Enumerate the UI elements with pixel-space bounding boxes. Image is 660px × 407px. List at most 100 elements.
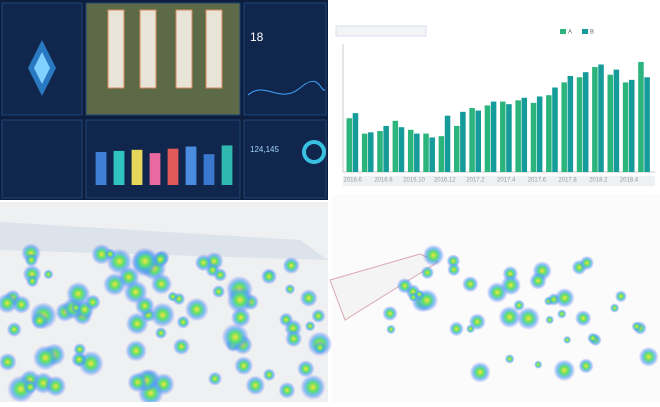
heat-blob xyxy=(396,277,413,294)
x-tick-label: 2016.6 xyxy=(343,178,362,184)
heat-blob xyxy=(447,263,461,277)
bar xyxy=(490,101,497,172)
heat-blob xyxy=(184,297,209,322)
bar xyxy=(346,118,353,172)
heat-blob xyxy=(125,312,149,335)
heat-blob xyxy=(0,352,17,371)
bar xyxy=(628,79,635,172)
count: 124,145 xyxy=(250,145,279,154)
heat-blob xyxy=(245,375,266,396)
heat-blob xyxy=(462,275,479,293)
bar xyxy=(167,148,179,185)
heat-blob xyxy=(70,302,82,314)
bar xyxy=(582,72,589,172)
heat-blob xyxy=(297,360,315,378)
wave xyxy=(247,80,326,96)
toolbar xyxy=(335,25,427,37)
wall xyxy=(0,222,328,260)
bar xyxy=(414,133,420,172)
bar xyxy=(95,152,107,185)
heat-blob xyxy=(534,360,543,369)
bar xyxy=(530,102,537,172)
bar xyxy=(407,129,414,172)
heat-blob xyxy=(284,283,296,295)
heat-blob xyxy=(575,310,592,327)
heat-blob xyxy=(500,274,522,296)
legend-label: A xyxy=(568,30,572,36)
legend-swatch xyxy=(582,29,588,34)
heat-blob xyxy=(579,255,595,271)
heat-blob xyxy=(230,307,251,328)
heat-blob xyxy=(212,285,226,299)
heat-blob xyxy=(285,330,303,348)
x-tick-label: 2016.12 xyxy=(434,178,456,184)
heat-blob xyxy=(125,339,147,362)
heat-blob xyxy=(226,286,254,314)
bar xyxy=(438,136,445,172)
heat-blob xyxy=(587,332,599,344)
x-tick-label: 2016.10 xyxy=(403,178,425,184)
x-tick-label: 2017.4 xyxy=(497,178,516,184)
heat-blob xyxy=(207,371,223,386)
bar xyxy=(567,76,574,172)
donut xyxy=(302,140,326,164)
heat-blob xyxy=(213,268,228,282)
heat-blob xyxy=(386,324,396,335)
bar xyxy=(475,110,482,172)
bar xyxy=(598,64,604,172)
bar xyxy=(368,132,374,172)
heat-blob xyxy=(299,289,318,308)
heat-blob xyxy=(262,368,276,382)
bar xyxy=(203,154,215,185)
bar xyxy=(638,61,644,172)
heat-blob xyxy=(260,268,278,285)
heat-blob xyxy=(150,273,173,295)
heat-blob xyxy=(84,294,101,311)
heat-blob xyxy=(154,326,167,340)
bar xyxy=(607,74,614,172)
heat-blob xyxy=(553,359,576,382)
bar xyxy=(613,69,620,172)
heat-blob xyxy=(172,338,190,356)
x-tick-label: 2017.6 xyxy=(528,178,547,184)
weather-panel xyxy=(243,2,327,116)
bar xyxy=(469,108,475,172)
heat-blob xyxy=(529,272,547,290)
bar xyxy=(398,127,405,172)
heat-blob xyxy=(504,354,515,364)
table-panel xyxy=(1,119,83,199)
rooms xyxy=(107,9,223,89)
bar xyxy=(460,111,466,172)
heat-blob xyxy=(382,305,398,322)
bar xyxy=(392,120,399,172)
heat-blob xyxy=(545,315,555,325)
heat-blob xyxy=(554,287,575,308)
heat-blob xyxy=(578,358,594,374)
x-tick-label: 2018.2 xyxy=(589,178,608,184)
heat-blob xyxy=(134,295,155,316)
heat-blob xyxy=(300,374,326,400)
bar xyxy=(622,82,629,172)
heat-blob xyxy=(221,323,249,351)
heat-blob xyxy=(26,274,39,288)
heat-blob xyxy=(311,308,326,324)
heat-blob xyxy=(513,299,525,312)
heat-blob xyxy=(234,356,254,376)
bar xyxy=(521,97,528,172)
bar xyxy=(576,77,583,172)
bar xyxy=(506,104,512,172)
heat-blob xyxy=(448,321,464,337)
heat-blob xyxy=(91,243,113,265)
heat-blob xyxy=(304,320,316,332)
legend-label: B xyxy=(590,30,594,36)
radar-inner xyxy=(34,52,50,84)
heat-blobs xyxy=(0,243,659,407)
heat-blob xyxy=(43,269,54,280)
heat-blob xyxy=(66,281,91,306)
heat-blob xyxy=(176,315,190,329)
zoom-bar xyxy=(343,176,655,186)
bar xyxy=(592,67,598,172)
heat-blob xyxy=(420,266,435,280)
heat-blob xyxy=(313,341,327,354)
